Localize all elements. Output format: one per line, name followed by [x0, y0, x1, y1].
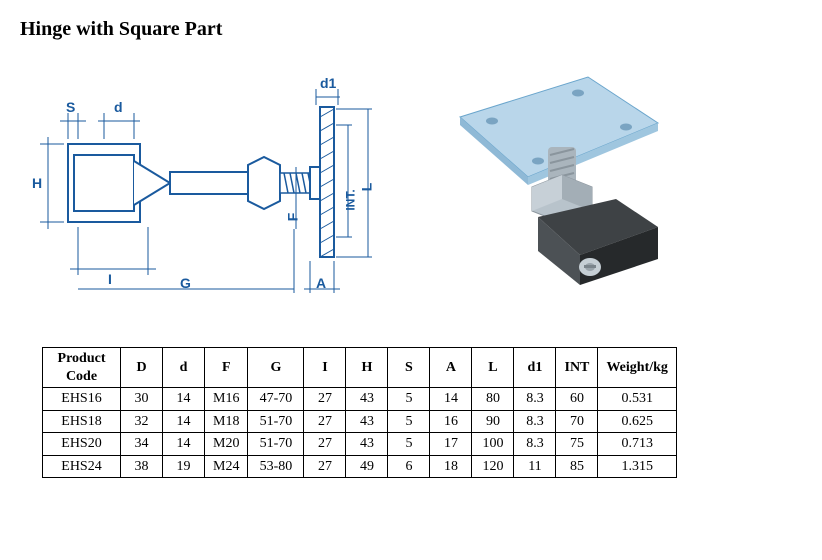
table-cell: 14: [163, 388, 205, 411]
table-cell: 0.713: [598, 433, 676, 456]
col-G: G: [248, 348, 304, 388]
table-cell: 27: [304, 455, 346, 478]
table-cell: 53-80: [248, 455, 304, 478]
table-cell: M18: [205, 410, 248, 433]
table-cell: 18: [430, 455, 472, 478]
table-cell: 6: [388, 455, 430, 478]
page-title: Hinge with Square Part: [20, 18, 802, 41]
table-cell: 49: [346, 455, 388, 478]
dim-L: L: [358, 183, 374, 192]
table-cell: M20: [205, 433, 248, 456]
table-cell: 43: [346, 433, 388, 456]
col-I: I: [304, 348, 346, 388]
table-header-row: Product Code D d F G I H S A L d1 INT We…: [43, 348, 677, 388]
dim-A: A: [316, 275, 326, 291]
table-cell: 80: [472, 388, 514, 411]
table-row: EHS183214M1851-702743516908.3700.625: [43, 410, 677, 433]
col-d: d: [163, 348, 205, 388]
table-cell: EHS16: [43, 388, 121, 411]
col-A: A: [430, 348, 472, 388]
table-cell: 5: [388, 388, 430, 411]
spec-table: Product Code D d F G I H S A L d1 INT We…: [42, 347, 677, 478]
figures-row: S d d1 H I G A F INT. L: [20, 69, 802, 299]
table-cell: 120: [472, 455, 514, 478]
table-cell: 14: [163, 410, 205, 433]
table-cell: 0.625: [598, 410, 676, 433]
col-L: L: [472, 348, 514, 388]
table-cell: 51-70: [248, 410, 304, 433]
table-cell: EHS18: [43, 410, 121, 433]
technical-drawing: S d d1 H I G A F INT. L: [20, 69, 380, 299]
table-cell: 60: [556, 388, 598, 411]
col-weight: Weight/kg: [598, 348, 676, 388]
table-cell: 5: [388, 410, 430, 433]
table-cell: 0.531: [598, 388, 676, 411]
table-cell: 51-70: [248, 433, 304, 456]
table-cell: 70: [556, 410, 598, 433]
dim-F: F: [284, 213, 300, 222]
table-cell: 43: [346, 388, 388, 411]
table-cell: 16: [430, 410, 472, 433]
table-cell: 11: [514, 455, 556, 478]
col-F: F: [205, 348, 248, 388]
table-cell: 14: [163, 433, 205, 456]
table-body: EHS163014M1647-702743514808.3600.531EHS1…: [43, 388, 677, 478]
dim-INT: INT.: [344, 189, 358, 210]
col-H: H: [346, 348, 388, 388]
table-cell: 38: [121, 455, 163, 478]
table-cell: 27: [304, 388, 346, 411]
dim-I: I: [108, 271, 112, 287]
dim-S: S: [66, 99, 75, 115]
table-cell: M24: [205, 455, 248, 478]
dim-d1: d1: [320, 75, 336, 91]
dim-G: G: [180, 275, 191, 291]
table-cell: 5: [388, 433, 430, 456]
product-photo: [420, 69, 700, 299]
dim-d: d: [114, 99, 123, 115]
col-S: S: [388, 348, 430, 388]
table-cell: 47-70: [248, 388, 304, 411]
table-cell: 17: [430, 433, 472, 456]
table-row: EHS243819M2453-80274961812011851.315: [43, 455, 677, 478]
table-cell: 27: [304, 410, 346, 433]
table-cell: 34: [121, 433, 163, 456]
table-cell: 8.3: [514, 433, 556, 456]
table-cell: 75: [556, 433, 598, 456]
col-product-code: Product Code: [43, 348, 121, 388]
table-cell: 85: [556, 455, 598, 478]
table-cell: 14: [430, 388, 472, 411]
table-cell: M16: [205, 388, 248, 411]
table-cell: 8.3: [514, 388, 556, 411]
table-row: EHS163014M1647-702743514808.3600.531: [43, 388, 677, 411]
photo-svg: [420, 69, 700, 299]
table-cell: 100: [472, 433, 514, 456]
table-cell: EHS24: [43, 455, 121, 478]
dim-H: H: [32, 175, 42, 191]
table-cell: 30: [121, 388, 163, 411]
table-cell: 43: [346, 410, 388, 433]
table-row: EHS203414M2051-7027435171008.3750.713: [43, 433, 677, 456]
table-cell: EHS20: [43, 433, 121, 456]
col-INT: INT: [556, 348, 598, 388]
table-cell: 8.3: [514, 410, 556, 433]
table-cell: 90: [472, 410, 514, 433]
col-D: D: [121, 348, 163, 388]
table-cell: 27: [304, 433, 346, 456]
table-cell: 1.315: [598, 455, 676, 478]
table-cell: 19: [163, 455, 205, 478]
table-cell: 32: [121, 410, 163, 433]
col-d1: d1: [514, 348, 556, 388]
